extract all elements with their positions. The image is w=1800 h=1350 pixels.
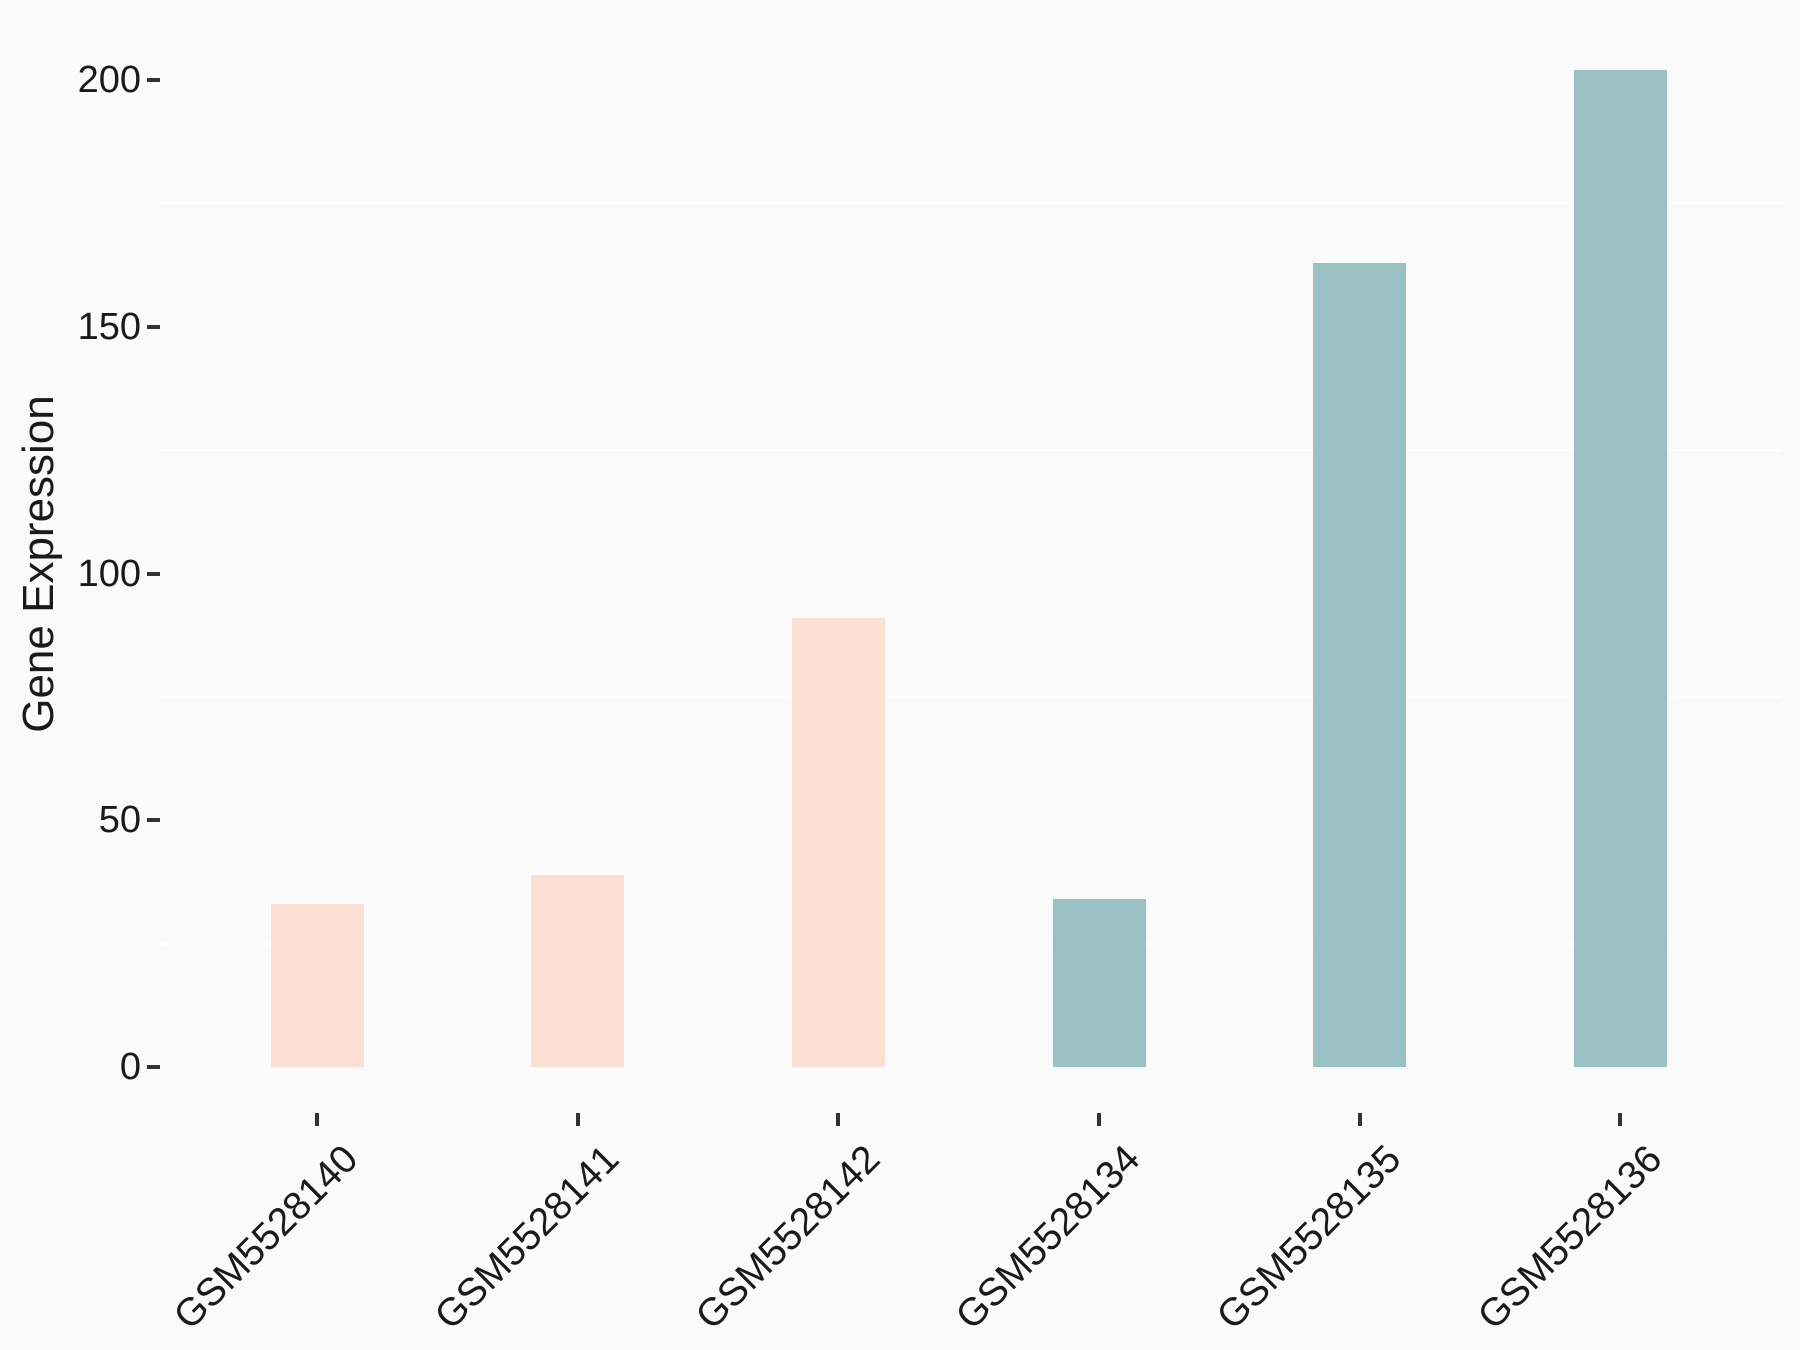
y-axis-tick [147, 1065, 160, 1069]
bar-GSM5528136 [1573, 70, 1667, 1067]
minor-gridline [161, 449, 1781, 452]
x-axis-tick [315, 1113, 319, 1126]
x-axis-tick [1097, 1113, 1101, 1126]
y-axis-tick-label: 200 [77, 59, 141, 101]
y-axis-tick-label: 0 [119, 1046, 141, 1088]
bar-GSM5528142 [791, 617, 885, 1067]
bar-GSM5528134 [1052, 899, 1146, 1067]
bar-GSM5528140 [270, 904, 364, 1067]
x-axis-tick-label: GSM5528134 [948, 1137, 1149, 1338]
x-axis-tick-label: GSM5528142 [687, 1137, 889, 1338]
y-axis-tick-label: 100 [77, 552, 141, 595]
y-axis-tick [147, 324, 160, 329]
bar-GSM5528141 [531, 874, 625, 1067]
minor-gridline [161, 202, 1781, 205]
x-axis-tick-label: GSM5528141 [426, 1137, 628, 1338]
x-axis-tick-label: GSM5528135 [1208, 1137, 1410, 1338]
y-axis-tick [147, 818, 160, 823]
y-axis-tick [147, 571, 160, 576]
x-axis-tick [1618, 1113, 1623, 1126]
x-axis-tick-label: GSM5528136 [1469, 1137, 1671, 1338]
minor-gridline [161, 942, 1781, 945]
y-axis-tick-label: 50 [98, 799, 141, 842]
minor-gridline [161, 695, 1781, 698]
x-axis-tick [1357, 1113, 1362, 1126]
x-axis-tick [836, 1113, 841, 1126]
y-axis-tick-label: 150 [77, 305, 141, 348]
bar-GSM5528135 [1313, 262, 1407, 1067]
x-axis-tick [575, 1113, 580, 1126]
x-axis-tick-label: GSM5528140 [166, 1137, 367, 1338]
y-axis-tick [147, 78, 160, 82]
